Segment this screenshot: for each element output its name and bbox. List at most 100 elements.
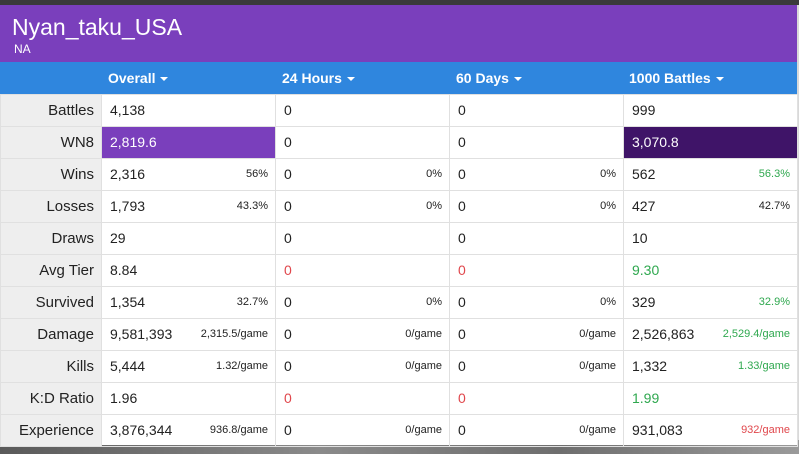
value: 5,444 [110,358,146,374]
cell-60-days: 0 0/game [449,318,624,351]
sub-value: 43.3% [236,200,268,212]
value: 0 [458,358,466,374]
cell-24-hours: 0 [275,94,450,127]
cell-24-hours: 0 0/game [275,318,450,351]
value: 0 [458,230,466,246]
sub-value: 0/game [405,424,442,436]
caret-down-icon [160,77,169,82]
cell-overall: 5,444 1.32/game [101,350,276,383]
sub-value: 2,529.4/game [722,328,790,340]
value: 0 [458,326,466,342]
cell-60-days: 0 0% [449,190,624,223]
cell-60-days: 0 0% [449,158,624,191]
tab-60-days[interactable]: 60 Days [456,62,522,94]
stats-panel: Nyan_taku_USA NA Overall 24 Hours 60 Day… [0,5,798,447]
sub-value: 1.33/game [738,360,790,372]
window-top-strip [0,0,799,5]
cell-1000-battles: 10 [623,222,798,255]
value: 0 [284,294,292,310]
value: 0 [458,102,466,118]
value: 0 [284,262,292,278]
table-row-kd-ratio: K:D Ratio 1.96 0 0 1.99 [0,382,798,415]
value: 0 [284,390,292,406]
tab-overall-label: Overall [108,70,156,86]
table-row-kills: Kills 5,444 1.32/game 0 0/game 0 0/game 1,3… [0,350,798,383]
value: 0 [284,166,292,182]
value: 9,581,393 [110,326,173,342]
value: 0 [458,390,466,406]
table-row-experience: Experience 3,876,344 936.8/game 0 0/game 0… [0,414,798,447]
value: 0 [458,166,466,182]
caret-down-icon [346,77,355,82]
table-row-losses: Losses 1,793 43.3% 0 0% 0 0% 427 42.7% [0,190,798,223]
sub-value: 0% [426,200,442,212]
value: 0 [284,198,292,214]
sub-value: 32.9% [758,296,790,308]
tab-overall[interactable]: Overall [108,62,169,94]
cell-1000-battles: 9.30 [623,254,798,287]
value: 999 [632,102,656,118]
value: 1.96 [110,390,138,406]
cell-24-hours: 0 0/game [275,350,450,383]
sub-value: 0/game [579,328,616,340]
sub-value: 0% [600,296,616,308]
value: 1,354 [110,294,146,310]
value: 0 [458,294,466,310]
row-label: Survived [0,286,102,319]
value: 931,083 [632,422,683,438]
player-header: Nyan_taku_USA NA [0,5,797,62]
cell-1000-battles: 999 [623,94,798,127]
cell-1000-battles: 562 56.3% [623,158,798,191]
tab-1000-battles[interactable]: 1000 Battles [629,62,724,94]
cell-24-hours: 0 0/game [275,414,450,447]
table-row-avg-tier: Avg Tier 8.84 0 0 9.30 [0,254,798,287]
cell-overall: 1,793 43.3% [101,190,276,223]
table-row-draws: Draws 29 0 0 10 [0,222,798,255]
sub-value: 1.32/game [216,360,268,372]
row-label: Draws [0,222,102,255]
table-row-survived: Survived 1,354 32.7% 0 0% 0 0% 329 32.9% [0,286,798,319]
value: 29 [110,230,126,246]
tab-24-hours-label: 24 Hours [282,70,342,86]
value: 0 [284,230,292,246]
cell-60-days: 0 [449,382,624,415]
value: 3,070.8 [632,134,679,150]
value: 0 [284,134,292,150]
row-label: Experience [0,414,102,447]
cell-1000-battles: 2,526,863 2,529.4/game [623,318,798,351]
stats-table: Battles 4,138 0 0 999 WN8 2,819.6 0 0 3,… [0,94,798,447]
value: 0 [284,358,292,374]
value: 329 [632,294,656,310]
value: 427 [632,198,656,214]
cell-overall: 4,138 [101,94,276,127]
cell-24-hours: 0 [275,222,450,255]
row-label: Avg Tier [0,254,102,287]
cell-60-days: 0 0/game [449,414,624,447]
cell-60-days: 0 [449,126,624,159]
sub-value: 0% [426,296,442,308]
cell-1000-battles: 329 32.9% [623,286,798,319]
cell-overall: 8.84 [101,254,276,287]
value: 562 [632,166,656,182]
tab-1000-battles-label: 1000 Battles [629,70,711,86]
row-label: Damage [0,318,102,351]
cell-overall: 3,876,344 936.8/game [101,414,276,447]
period-tab-bar: Overall 24 Hours 60 Days 1000 Battles [0,62,797,94]
sub-value: 0/game [579,424,616,436]
sub-value: 2,315.5/game [200,328,268,340]
table-row-wins: Wins 2,316 56% 0 0% 0 0% 562 56.3% [0,158,798,191]
tab-24-hours[interactable]: 24 Hours [282,62,355,94]
value: 2,819.6 [110,134,157,150]
sub-value: 936.8/game [209,424,268,436]
tab-60-days-label: 60 Days [456,70,509,86]
cell-overall: 1.96 [101,382,276,415]
cell-60-days: 0 0/game [449,350,624,383]
table-row-battles: Battles 4,138 0 0 999 [0,94,798,127]
value: 0 [284,102,292,118]
row-label: Battles [0,94,102,127]
cell-overall: 2,316 56% [101,158,276,191]
cell-overall: 1,354 32.7% [101,286,276,319]
cell-overall: 9,581,393 2,315.5/game [101,318,276,351]
table-row-damage: Damage 9,581,393 2,315.5/game 0 0/game 0 0/… [0,318,798,351]
player-name: Nyan_taku_USA [12,14,183,40]
